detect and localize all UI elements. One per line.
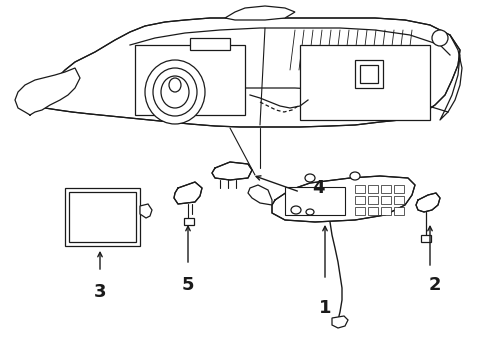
Polygon shape — [272, 176, 415, 222]
Polygon shape — [140, 204, 152, 218]
Bar — [190, 38, 230, 50]
Polygon shape — [28, 18, 460, 127]
Polygon shape — [15, 68, 80, 115]
Bar — [285, 187, 345, 215]
Bar — [394, 207, 404, 215]
Bar — [368, 196, 378, 204]
Text: 3: 3 — [94, 283, 106, 301]
Ellipse shape — [291, 206, 301, 214]
Bar — [65, 188, 140, 246]
Bar — [394, 185, 404, 193]
Ellipse shape — [350, 172, 360, 180]
Bar — [300, 45, 430, 120]
Polygon shape — [225, 6, 295, 20]
Bar — [135, 45, 245, 115]
Bar — [381, 196, 391, 204]
Text: 4: 4 — [312, 179, 324, 197]
Polygon shape — [416, 193, 440, 212]
Bar — [394, 196, 404, 204]
Text: 5: 5 — [182, 276, 194, 294]
Bar — [381, 207, 391, 215]
Bar — [368, 185, 378, 193]
Text: 2: 2 — [429, 276, 441, 294]
Bar — [355, 196, 365, 204]
Polygon shape — [332, 316, 348, 328]
Bar — [355, 185, 365, 193]
Ellipse shape — [306, 209, 314, 215]
Ellipse shape — [432, 30, 448, 46]
Bar — [355, 60, 383, 88]
Ellipse shape — [145, 60, 205, 124]
Bar — [360, 65, 378, 83]
Polygon shape — [212, 162, 252, 180]
Text: 1: 1 — [319, 299, 331, 317]
Bar — [355, 207, 365, 215]
Bar — [184, 218, 194, 225]
Polygon shape — [174, 182, 202, 204]
Bar — [368, 207, 378, 215]
Ellipse shape — [305, 174, 315, 182]
Polygon shape — [248, 185, 272, 205]
Bar — [421, 235, 431, 242]
Bar — [381, 185, 391, 193]
Bar — [69, 192, 136, 242]
